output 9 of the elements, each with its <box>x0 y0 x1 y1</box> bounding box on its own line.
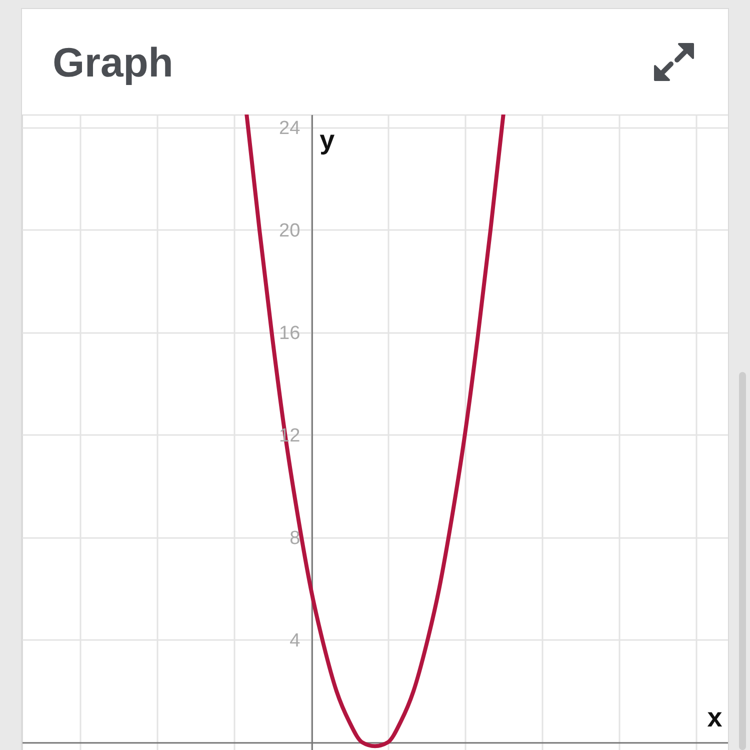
x-axis-title: x <box>707 702 722 733</box>
y-tick-label: 4 <box>290 630 301 652</box>
y-tick-label: 20 <box>279 220 300 242</box>
y-tick-label: 8 <box>290 528 300 549</box>
y-tick-label: 16 <box>279 322 300 344</box>
chart-title: Graph <box>52 40 174 86</box>
line-series <box>244 114 506 748</box>
y-tick-label: 24 <box>279 118 301 139</box>
y-axis-title: y <box>320 124 335 155</box>
